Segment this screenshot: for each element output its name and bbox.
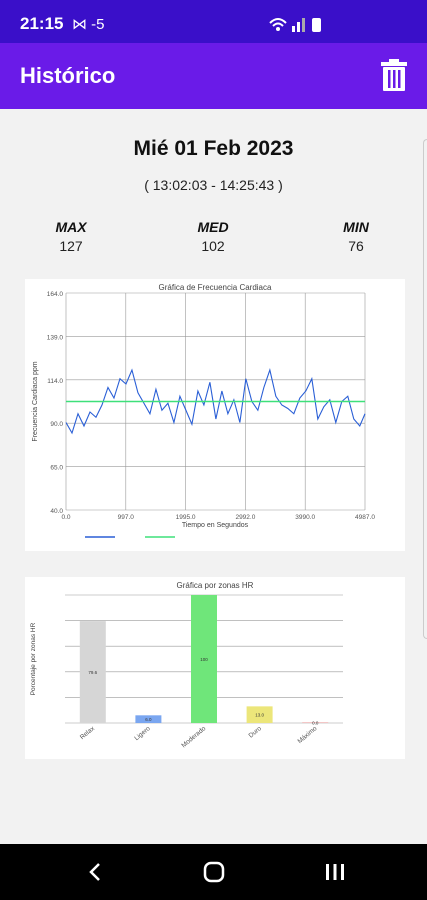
min-label: MIN bbox=[343, 219, 369, 235]
scroll-edge bbox=[423, 139, 427, 639]
trash-icon[interactable] bbox=[381, 59, 407, 91]
bar-duro bbox=[246, 706, 273, 723]
chart-title: Gráfica por zonas HR bbox=[177, 581, 254, 590]
x-tick-label: Duro bbox=[248, 725, 264, 740]
signal-icons bbox=[269, 18, 321, 32]
bar-moderado bbox=[191, 595, 217, 723]
y-tick-label: 139.0 bbox=[47, 334, 64, 341]
heart-rate-chart-card[interactable]: Gráfica de Frecuencia Cardiaca 164.0 139.0… bbox=[25, 279, 405, 551]
navigation-bar bbox=[0, 844, 427, 900]
max-stat: MAX 127 bbox=[31, 219, 111, 254]
x-axis-label: Tiempo en Segundos bbox=[182, 522, 249, 529]
x-tick-label: 3990.0 bbox=[295, 514, 315, 521]
min-stat: MIN 76 bbox=[316, 219, 396, 254]
y-tick-label: 164.0 bbox=[47, 291, 64, 298]
heart-rate-chart: Gráfica de Frecuencia Cardiaca 164.0 139.0… bbox=[32, 283, 375, 538]
status-bar: 21:15 ⋈ -5 bbox=[0, 0, 427, 43]
home-icon[interactable] bbox=[194, 856, 234, 888]
max-label: MAX bbox=[55, 219, 87, 235]
session-time-range: ( 13:02:03 - 14:25:43 ) bbox=[144, 177, 283, 193]
heart-rate-line bbox=[65, 367, 366, 435]
session-date: Mié 01 Feb 2023 bbox=[133, 137, 294, 160]
bar-value-label: 13.0 bbox=[255, 713, 264, 718]
x-tick-label: 997.0 bbox=[118, 514, 135, 521]
bar-relax bbox=[79, 621, 106, 723]
med-label: MED bbox=[197, 219, 229, 235]
bar-value-label: 0.0 bbox=[312, 721, 319, 726]
x-tick-label: Máximo bbox=[297, 725, 319, 745]
y-tick-label: 114.0 bbox=[47, 378, 63, 385]
hr-zones-chart: Gráfica por zonas HR Porcentaje por zonas… bbox=[30, 581, 343, 749]
y-tick-label: 90.0 bbox=[50, 421, 63, 428]
y-tick-label: 40.0 bbox=[50, 508, 63, 515]
status-time: 21:15 bbox=[20, 14, 64, 33]
x-tick-label: 4987.0 bbox=[355, 514, 375, 521]
bar-máximo bbox=[302, 722, 329, 723]
bar-value-label: 6.0 bbox=[145, 717, 152, 722]
bar-value-label: 100 bbox=[200, 657, 208, 662]
back-icon[interactable] bbox=[75, 856, 115, 888]
recents-icon[interactable] bbox=[315, 856, 355, 888]
x-tick-label: Relax bbox=[79, 725, 97, 742]
bar-value-label: 79.6 bbox=[88, 670, 97, 675]
history-content[interactable]: Mié 01 Feb 2023 ( 13:02:03 - 14:25:43 ) … bbox=[0, 109, 427, 844]
x-tick-label: 1995.0 bbox=[176, 514, 196, 521]
y-axis-label: Frecuencia Cardiaca ppm bbox=[32, 361, 39, 441]
app-bar: Histórico bbox=[0, 43, 427, 109]
y-axis-label: Porcentaje por zonas HR bbox=[30, 622, 37, 695]
status-indicators: ⋈ -5 bbox=[72, 16, 105, 33]
min-value: 76 bbox=[348, 238, 364, 254]
page-title: Histórico bbox=[20, 63, 116, 88]
x-tick-label: 0.0 bbox=[61, 514, 70, 521]
x-tick-label: 2992.0 bbox=[235, 514, 255, 521]
med-stat: MED 102 bbox=[173, 219, 253, 254]
bar-ligero bbox=[135, 715, 162, 723]
x-tick-label: Ligero bbox=[133, 725, 152, 742]
hr-zones-chart-card[interactable]: Gráfica por zonas HR Porcentaje por zonas… bbox=[25, 577, 405, 759]
chart-title: Gráfica de Frecuencia Cardiaca bbox=[159, 283, 272, 292]
x-tick-label: Moderado bbox=[180, 725, 207, 749]
max-value: 127 bbox=[59, 238, 83, 254]
med-value: 102 bbox=[201, 238, 225, 254]
y-tick-label: 65.0 bbox=[50, 465, 63, 472]
